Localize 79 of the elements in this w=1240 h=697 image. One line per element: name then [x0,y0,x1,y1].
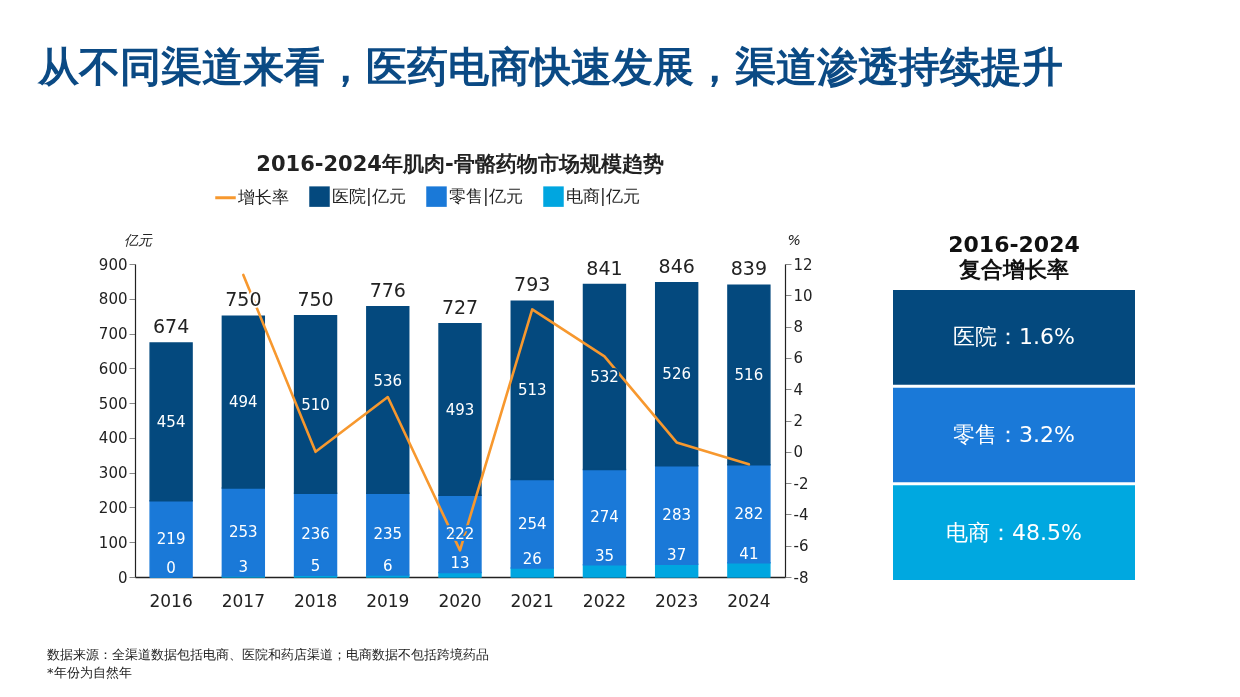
y2-tick-label: 8 [793,318,804,337]
data-label: 3 [238,557,249,576]
legend-label: 增长率 [237,186,289,207]
data-label: 254 [517,514,547,533]
y-tick-label: 100 [98,533,128,552]
data-label: 236 [301,525,330,544]
x-tick-label: 2024 [727,590,771,611]
total-label: 674 [152,314,190,337]
y2-tick-label: 2 [793,412,804,430]
total-label: 846 [658,254,695,277]
data-label: 235 [373,525,403,544]
y2-tick-label: -2 [793,474,809,493]
y-tick-label: 400 [98,429,128,448]
data-label: 526 [662,365,691,384]
text: 复合增长率 [958,257,1069,282]
x-tick-label: 2016 [149,590,193,611]
total-label: 727 [441,295,479,318]
total-label: 750 [297,287,334,310]
data-label: 282 [734,504,764,523]
total-label: 793 [514,273,551,296]
data-label: 536 [373,372,403,391]
y2-tick-label: -4 [793,505,809,524]
source-note: 数据来源：全渠道数据包括电商、医院和药店渠道；电商数据不包括跨境药品 [47,646,489,664]
text: 2016-2024 [948,232,1080,257]
total-label: 839 [730,257,768,280]
data-label: 253 [229,522,258,541]
data-label: 513 [517,381,547,400]
data-label: 516 [734,365,764,384]
y-tick-label: 900 [98,255,128,274]
data-label: 35 [594,546,614,565]
data-label: 26 [522,549,542,568]
y-tick-label: 0 [117,568,128,587]
y2-tick-label: -6 [793,537,809,556]
x-tick-label: 2023 [655,590,699,611]
total-label: 776 [369,278,406,301]
y2-tick-label: 6 [793,349,804,368]
y2-tick-label: 0 [793,443,804,462]
text: *年份为自然年 [47,664,133,682]
legend-label: 零售|亿元 [449,185,523,206]
data-label: 5 [310,557,321,576]
y-tick-label: 200 [98,498,128,517]
chart-title: 从不同渠道来看，医药电商快速发展，渠道渗透持续提升 [38,42,1063,93]
data-label: 41 [739,544,759,563]
y-tick-label: 500 [98,394,128,413]
x-tick-label: 2021 [510,590,554,611]
y2-tick-label: 12 [793,255,813,274]
data-label: 494 [229,393,258,412]
y2-tick-label: 4 [793,380,804,399]
x-tick-label: 2018 [293,590,338,611]
x-tick-label: 2019 [366,590,410,611]
x-tick-label: 2022 [582,590,627,611]
data-label: 510 [301,395,330,414]
y2-tick-label: 10 [793,286,813,305]
data-label: 454 [156,412,186,431]
chart-subtitle: 2016-2024年肌肉-骨骼药物市场规模趋势 [256,152,664,176]
y-tick-label: 300 [98,464,128,483]
text: 医院：1.6% [953,324,1075,350]
text: 电商：48.5% [946,519,1082,545]
y-tick-label: 800 [98,290,128,309]
data-label: 283 [662,505,691,524]
data-label: 532 [590,368,619,387]
x-tick-label: 2020 [438,590,482,611]
total-label: 841 [586,256,623,279]
text: 零售：3.2% [953,422,1075,447]
legend-label: 医院|亿元 [332,185,406,206]
y-axis-title: 亿元 [123,231,153,248]
legend-label: 电商|亿元 [566,185,640,206]
y2-tick-label: -8 [793,568,809,587]
x-tick-label: 2017 [221,590,265,611]
data-label: 219 [156,529,186,548]
y2-axis-title: % [787,231,801,248]
data-label: 493 [445,400,475,419]
y-tick-label: 600 [98,359,128,378]
data-label: 274 [590,508,619,527]
data-label: 37 [667,546,687,565]
data-label: 0 [166,559,176,577]
data-label: 6 [383,556,393,575]
y-tick-label: 700 [98,325,128,344]
data-label: 13 [450,554,470,573]
